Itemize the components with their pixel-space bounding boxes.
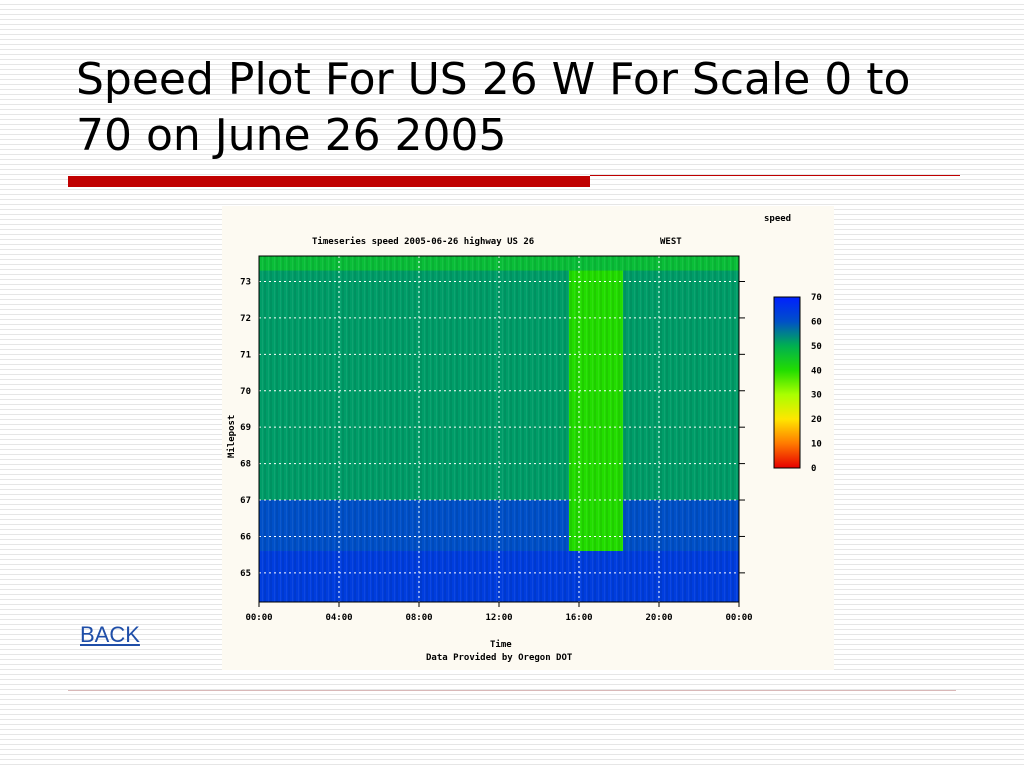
y-tick-label: 68 [240, 460, 251, 470]
y-tick-label: 73 [240, 277, 251, 287]
footer-divider [68, 690, 956, 691]
title-underline-thin [590, 175, 960, 176]
grid-lines [259, 256, 739, 602]
heatmap-texture [259, 256, 739, 602]
y-tick-label: 69 [240, 423, 251, 433]
direction-label: WEST [660, 237, 682, 247]
y-tick-label: 70 [240, 387, 251, 397]
x-tick-label: 08:00 [405, 613, 432, 623]
y-tick-label: 66 [240, 532, 251, 542]
x-tick-label: 20:00 [645, 613, 672, 623]
chart-title: Timeseries speed 2005-06-26 highway US 2… [312, 236, 534, 247]
colorbar-tick-label: 0 [811, 464, 816, 474]
speed-heatmap-chart: speed Timeseries speed 2005-06-26 highwa… [222, 206, 834, 670]
y-tick-label: 67 [240, 496, 251, 506]
x-tick-label: 00:00 [245, 613, 272, 623]
colorbar-ticks: 70 60 50 40 30 20 10 0 [811, 293, 822, 474]
colorbar-tick-label: 60 [811, 317, 822, 327]
y-tick-label: 71 [240, 350, 251, 360]
x-tick-label: 12:00 [485, 613, 512, 623]
back-link[interactable]: BACK [80, 622, 140, 647]
colorbar [773, 296, 801, 469]
colorbar-tick-label: 70 [811, 293, 822, 303]
y-axis: 65 66 67 68 69 70 71 72 73 [240, 277, 745, 579]
x-axis-label: Time [490, 639, 512, 650]
x-axis-label-note: Data Provided by Oregon DOT [426, 652, 573, 663]
x-tick-label: 04:00 [325, 613, 352, 623]
y-tick-label: 65 [240, 569, 251, 579]
colorbar-tick-label: 10 [811, 440, 822, 450]
x-axis: 00:00 04:00 08:00 12:00 16:00 20:00 00:00 [245, 602, 753, 623]
x-tick-label: 16:00 [565, 613, 592, 623]
y-tick-label: 72 [240, 314, 251, 324]
x-tick-label: 00:00 [725, 613, 752, 623]
slide-title: Speed Plot For US 26 W For Scale 0 to 70… [76, 54, 911, 161]
y-axis-label: Milepost [226, 415, 237, 458]
colorbar-tick-label: 30 [811, 391, 822, 401]
title-underline-red [68, 176, 590, 187]
legend-title: speed [764, 214, 791, 224]
colorbar-tick-label: 20 [811, 415, 822, 425]
colorbar-tick-label: 50 [811, 342, 822, 352]
colorbar-tick-label: 40 [811, 366, 822, 376]
